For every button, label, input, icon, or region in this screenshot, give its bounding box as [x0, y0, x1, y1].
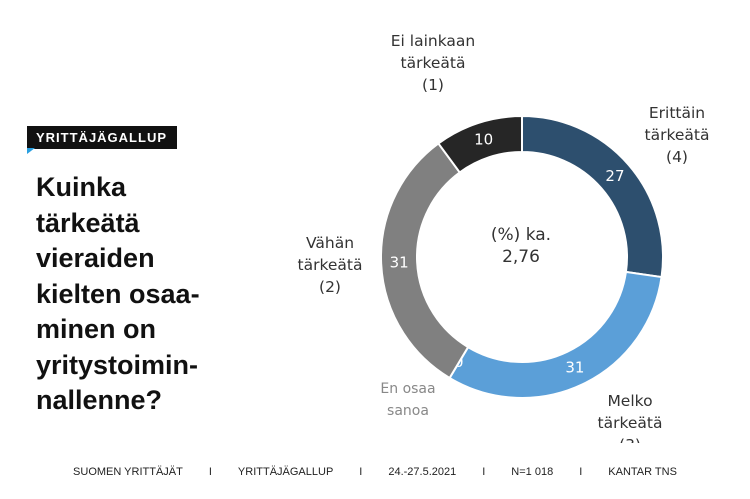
value-label: 31 [390, 253, 409, 271]
legend-label: Erittäin tärkeätä (4) [644, 104, 710, 166]
title-line: nallenne? [36, 385, 163, 415]
footer-item: 24.-27.5.2021 [388, 466, 457, 478]
value-label: 27 [605, 167, 624, 185]
value-label: 10 [474, 131, 493, 149]
title-line: Kuinka [36, 172, 127, 202]
separator: I [579, 466, 583, 478]
legend-label: Ei lainkaan tärkeätä (1) [390, 32, 476, 94]
legend-label: En osaa sanoa [380, 381, 436, 419]
center-label: (%) ka. 2,76 [490, 225, 552, 267]
footer-item: SUOMEN YRITTÄJÄT [73, 466, 183, 478]
donut: 273103110 [380, 114, 664, 399]
title-line: minen on [36, 314, 156, 344]
title-line: yritystoimin- [36, 349, 199, 380]
title: Kuinka tärkeätä vieraiden kielten osaa-mine… [36, 170, 200, 419]
separator: I [359, 466, 363, 478]
legend-label: Melko tärkeätä (3) [597, 392, 663, 443]
badge: YRITTÄJÄGALLUP [27, 126, 177, 149]
legend-label: Vähän tärkeätä (2) [297, 234, 363, 296]
footer: SUOMEN YRITTÄJÄT I YRITTÄJÄGALLUP I 24.-27.5… [0, 466, 750, 478]
separator: I [482, 466, 486, 478]
chart: 273103110 (%) ka. 2,76 Erittäin tärkeätä… [297, 32, 710, 443]
title-line: vieraiden [36, 243, 155, 273]
footer-item: YRITTÄJÄGALLUP [237, 466, 334, 478]
donut-segment [437, 114, 523, 174]
title-line: kielten osaa- [36, 278, 200, 309]
footer-item: KANTAR TNS [608, 466, 677, 478]
badge-tick [27, 148, 35, 154]
value-label: 31 [565, 359, 584, 377]
footer-item: N=1 018 [511, 466, 554, 478]
separator: I [208, 466, 212, 478]
donut-segment [448, 270, 663, 399]
title-line: tärkeätä [36, 207, 140, 238]
